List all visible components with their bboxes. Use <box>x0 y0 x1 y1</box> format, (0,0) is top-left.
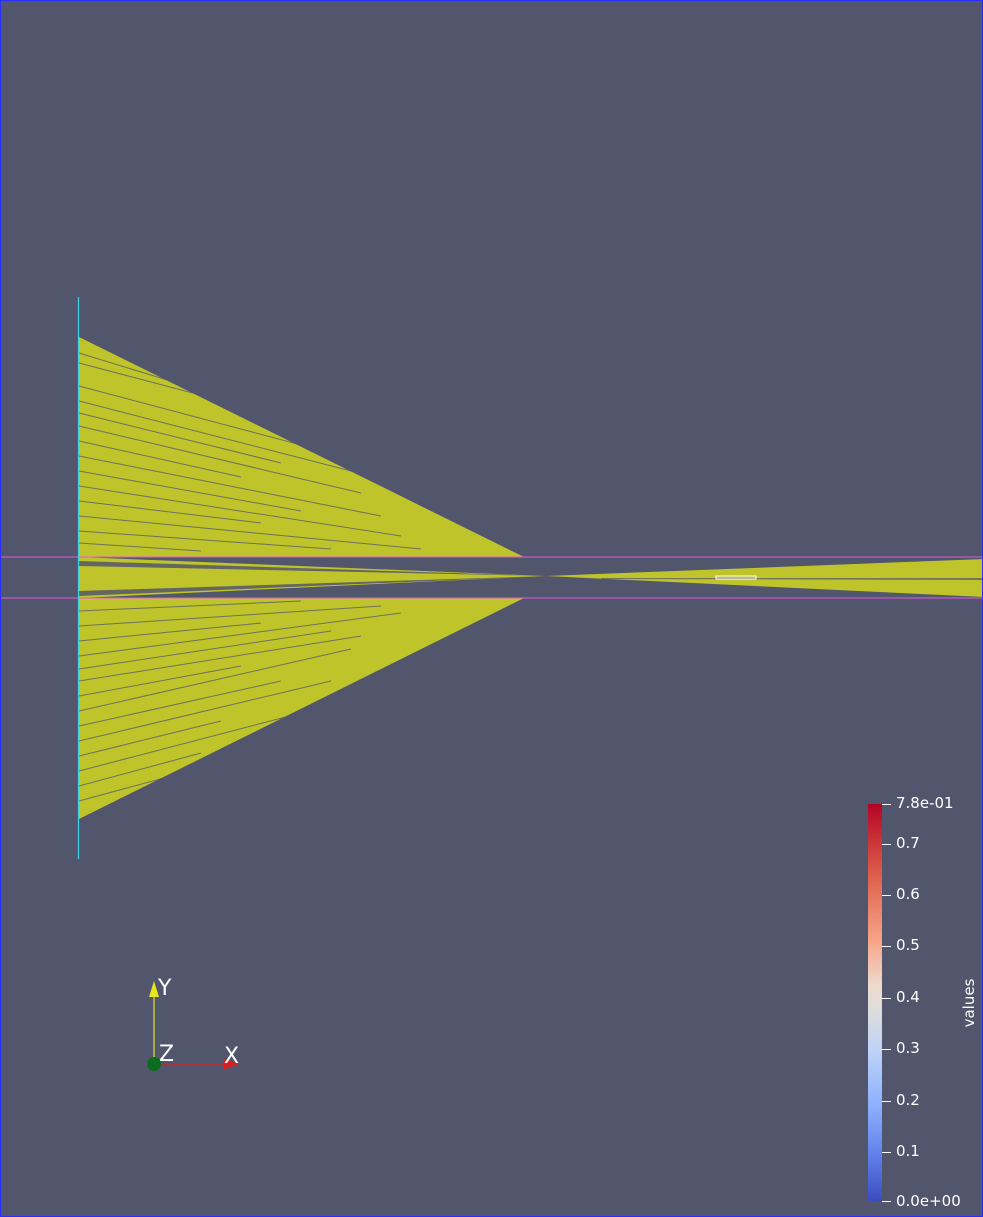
scalar-label-min: 0.0e+00 <box>896 1192 961 1210</box>
scalar-label-max: 7.8e-01 <box>896 794 954 812</box>
scalar-label: 0.4 <box>896 988 920 1006</box>
scalar-tick-max <box>882 804 891 805</box>
scalar-tick <box>882 895 891 896</box>
beam-gap-right <box>601 578 982 580</box>
z-axis-label: Z <box>159 1042 175 1067</box>
scalar-tick <box>882 1152 891 1153</box>
scalar-tick <box>882 998 891 999</box>
scalar-label: 0.5 <box>896 936 920 954</box>
lower-ray-streaks <box>78 600 402 802</box>
x-axis-arrow-icon <box>223 1058 239 1070</box>
y-axis-arrow-icon <box>149 981 159 997</box>
beam-gap-lower <box>79 576 546 596</box>
scalar-tick-min <box>882 1201 891 1202</box>
upper-ray-fan <box>79 337 524 557</box>
lower-ray-fan <box>79 598 524 819</box>
scalar-tick <box>882 1101 891 1102</box>
scalar-label: 0.1 <box>896 1142 920 1160</box>
scalar-bar[interactable]: 7.8e-01 0.7 0.6 0.5 0.4 0.3 0.2 0.1 0.0e… <box>861 794 978 1211</box>
z-axis-dot-icon <box>147 1057 161 1071</box>
central-beam <box>79 557 982 598</box>
beam-gap-upper <box>79 561 546 576</box>
scalar-label: 0.6 <box>896 885 920 903</box>
scalar-tick <box>882 844 891 845</box>
orientation-axes <box>147 981 239 1071</box>
scalar-label: 0.7 <box>896 834 920 852</box>
scalar-tick <box>882 1049 891 1050</box>
selection-marker[interactable] <box>715 575 757 580</box>
scalar-tick <box>882 946 891 947</box>
scalar-label: 0.2 <box>896 1091 920 1109</box>
upper-ray-streaks <box>78 352 422 552</box>
x-axis-label: X <box>224 1044 240 1069</box>
scalar-bar-title: values <box>960 978 978 1028</box>
scalar-bar-gradient <box>868 804 882 1201</box>
y-axis-label: Y <box>158 976 172 1001</box>
scalar-label: 0.3 <box>896 1039 920 1057</box>
